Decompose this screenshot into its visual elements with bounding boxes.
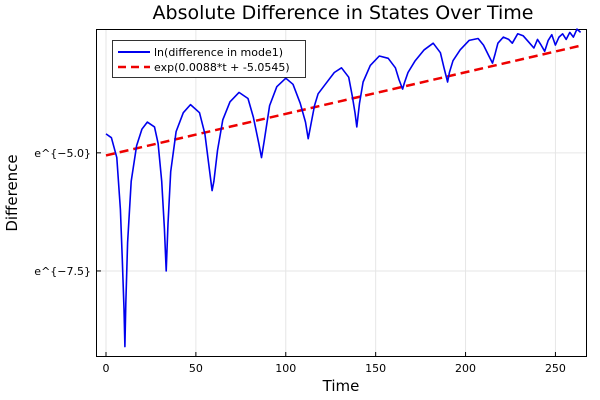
- y-tick-label: e^{−7.5}: [34, 265, 91, 278]
- chart-title: Absolute Difference in States Over Time: [153, 2, 534, 24]
- axis-ticks: 0 50 100 150 200 250 e^{−5.0} e^{−7.5}: [34, 147, 566, 375]
- plot-area: [105, 28, 582, 348]
- x-tick-label: 150: [365, 362, 386, 375]
- series-mode1-line: [105, 28, 582, 348]
- legend-label-series-2: exp(0.0088*t + -5.0545): [154, 61, 290, 74]
- plot-frame: [96, 29, 587, 357]
- x-tick-label: 100: [275, 362, 296, 375]
- x-tick-label: 50: [189, 362, 203, 375]
- legend: ln(difference in mode1) exp(0.0088*t + -…: [112, 40, 306, 78]
- x-axis-label: Time: [322, 377, 360, 395]
- x-tick-label: 250: [545, 362, 566, 375]
- grid: [97, 30, 586, 356]
- series-fit-line: [105, 44, 581, 157]
- y-tick-label: e^{−5.0}: [34, 147, 91, 160]
- x-tick-label: 200: [455, 362, 476, 375]
- x-tick-label: 0: [102, 362, 109, 375]
- legend-label-series-1: ln(difference in mode1): [154, 46, 283, 59]
- legend-box: [112, 40, 306, 78]
- y-axis-label: Difference: [3, 154, 21, 231]
